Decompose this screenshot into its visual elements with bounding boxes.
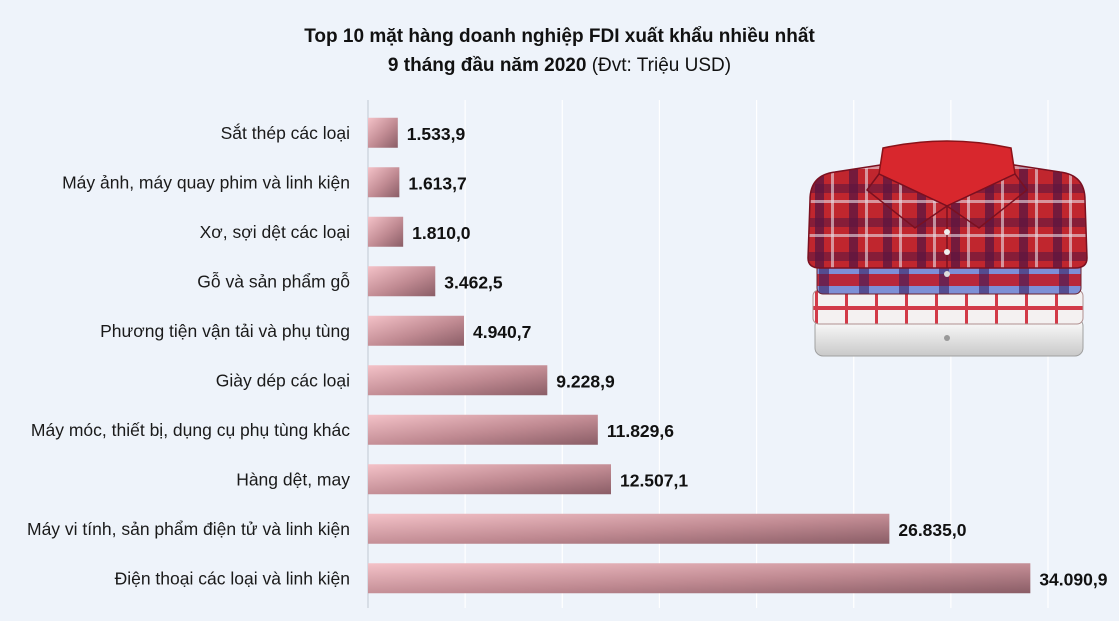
bar	[368, 266, 436, 297]
category-label: Sắt thép các loại	[221, 122, 350, 143]
value-label: 4.940,7	[473, 322, 531, 342]
subtitle-line: 9 tháng đầu năm 2020 (Đvt: Triệu USD)	[0, 52, 1119, 80]
bar	[368, 414, 598, 445]
value-label: 9.228,9	[556, 371, 615, 391]
title-line: Top 10 mặt hàng doanh nghiệp FDI xuất kh…	[304, 26, 815, 47]
unit-note: (Đvt: Triệu USD)	[591, 55, 732, 76]
bar	[368, 216, 404, 247]
bar	[368, 365, 548, 396]
value-label: 34.090,9	[1039, 569, 1107, 589]
category-label: Máy vi tính, sản phẩm điện tử và linh ki…	[27, 519, 350, 539]
bar	[368, 563, 1031, 594]
value-label: 1.810,0	[412, 223, 471, 243]
category-label: Điện thoại các loại và linh kiện	[115, 568, 350, 588]
folded-shirts-icon	[807, 140, 1088, 357]
value-label: 12.507,1	[620, 470, 688, 490]
bar	[368, 464, 611, 495]
bar	[368, 167, 400, 198]
category-label: Xơ, sợi dệt các loại	[200, 222, 350, 242]
subtitle: 9 tháng đầu năm 2020	[387, 55, 587, 76]
category-label: Gỗ và sản phẩm gỗ	[197, 270, 350, 291]
category-label: Máy ảnh, máy quay phim và linh kiện	[62, 172, 350, 192]
value-label: 1.533,9	[407, 124, 466, 144]
value-label: 26.835,0	[898, 520, 966, 540]
value-label: 1.613,7	[408, 173, 466, 193]
value-label: 11.829,6	[607, 421, 674, 441]
category-labels: Sắt thép các loại Máy ảnh, máy quay phim …	[27, 122, 350, 589]
bar	[368, 315, 464, 346]
bar	[368, 117, 398, 148]
bars	[368, 117, 1031, 594]
category-label: Hàng dệt, may	[236, 469, 350, 489]
category-label: Phương tiện vận tải và phụ tùng	[100, 321, 350, 341]
category-label: Máy móc, thiết bị, dụng cụ phụ tùng khác	[31, 420, 350, 440]
chart-title: Top 10 mặt hàng doanh nghiệp FDI xuất kh…	[0, 22, 1119, 80]
bar	[368, 513, 890, 544]
value-label: 3.462,5	[444, 272, 503, 292]
value-labels: 1.533,9 1.613,7 1.810,0 3.462,5 4.940,7 9.228…	[407, 124, 1108, 590]
category-label: Giày dép các loại	[216, 370, 350, 390]
